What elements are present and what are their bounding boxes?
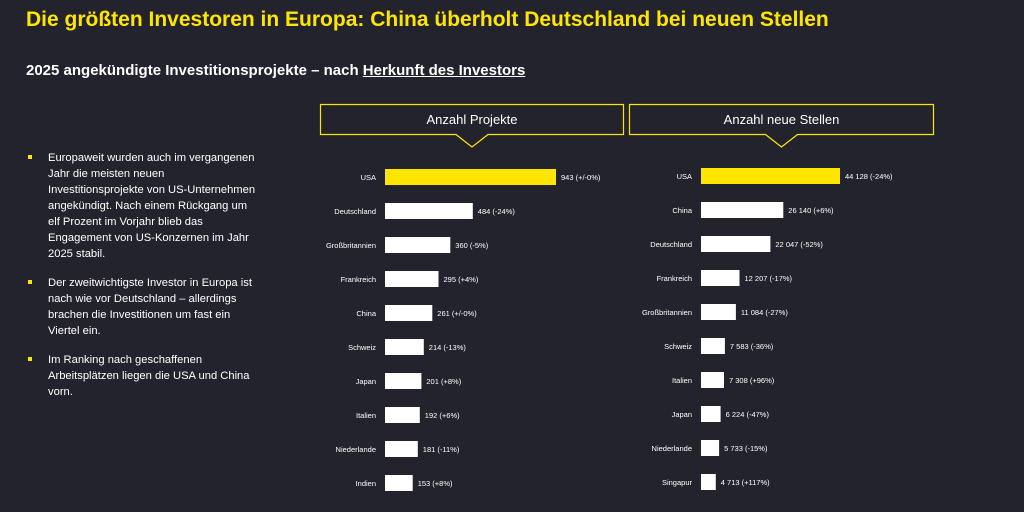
bar (385, 203, 473, 219)
data-label: 181 (-11%) (423, 445, 460, 454)
bar (385, 237, 451, 253)
category-label: Italien (356, 411, 376, 420)
bar (701, 338, 725, 354)
bullet-square-icon (28, 357, 32, 361)
data-label: 22 047 (-52%) (775, 240, 823, 249)
category-label: Frankreich (657, 274, 692, 283)
category-label: Schweiz (348, 343, 376, 352)
bullet-text: Im Ranking nach geschaffenen Arbeitsplät… (48, 354, 250, 398)
page-subtitle: 2025 angekündigte Investitionsprojekte –… (26, 62, 525, 79)
category-label: Niederlande (336, 445, 376, 454)
bullet-item: Im Ranking nach geschaffenen Arbeitsplät… (26, 352, 261, 400)
chart-jobs-header: Anzahl neue Stellen (628, 103, 935, 148)
data-label: 44 128 (-24%) (845, 172, 893, 181)
data-label: 360 (-5%) (455, 241, 488, 250)
bullet-item: Europaweit wurden auch im vergangenen Ja… (26, 150, 261, 262)
data-label: 295 (+4%) (444, 275, 479, 284)
bar (385, 373, 422, 389)
bullet-text: Der zweitwichtigste Investor in Europa i… (48, 277, 252, 337)
chart-projects-header: Anzahl Projekte (319, 103, 625, 148)
data-label: 5 733 (-15%) (724, 444, 768, 453)
callout-box-icon (628, 103, 935, 148)
bar (701, 236, 771, 252)
category-label: Frankreich (341, 275, 376, 284)
category-label: China (356, 309, 376, 318)
data-label: 6 224 (-47%) (726, 410, 770, 419)
category-label: Japan (356, 377, 376, 386)
data-label: 4 713 (+117%) (721, 478, 770, 487)
category-label: Großbritannien (326, 241, 376, 250)
bar (385, 305, 433, 321)
data-label: 11 084 (-27%) (741, 308, 788, 317)
category-label: Deutschland (650, 240, 692, 249)
bar (701, 202, 784, 218)
bar (385, 339, 424, 355)
data-label: 484 (-24%) (478, 207, 516, 216)
bar (701, 474, 716, 490)
data-label: 261 (+/-0%) (437, 309, 477, 318)
category-label: Deutschland (334, 207, 376, 216)
chart-projects-title: Anzahl Projekte (426, 112, 518, 127)
category-label: Großbritannien (642, 308, 692, 317)
bullet-square-icon (28, 280, 32, 284)
category-label: USA (361, 173, 376, 182)
category-label: USA (677, 172, 692, 181)
category-label: Singapur (662, 478, 693, 487)
bullet-text: Europaweit wurden auch im vergangenen Ja… (48, 152, 256, 260)
data-label: 12 207 (-17%) (745, 274, 793, 283)
data-label: 201 (+8%) (426, 377, 461, 386)
bar (385, 407, 420, 423)
category-label: Italien (672, 376, 692, 385)
category-label: Schweiz (664, 342, 692, 351)
bar (701, 406, 721, 422)
bar (385, 169, 556, 185)
page-title: Die größten Investoren in Europa: China … (26, 8, 829, 31)
callout-box-icon (319, 103, 625, 148)
bar (701, 372, 724, 388)
data-label: 943 (+/-0%) (561, 173, 601, 182)
bullet-item: Der zweitwichtigste Investor in Europa i… (26, 275, 261, 339)
subtitle-underlined: Herkunft des Investors (362, 62, 526, 79)
data-label: 192 (+6%) (425, 411, 460, 420)
category-label: China (672, 206, 692, 215)
data-label: 26 140 (+6%) (788, 206, 834, 215)
bar (701, 168, 840, 184)
category-label: Japan (672, 410, 692, 419)
bar (701, 440, 720, 456)
chart-jobs-title: Anzahl neue Stellen (723, 112, 840, 127)
data-label: 7 583 (-36%) (730, 342, 774, 351)
bar (701, 304, 736, 320)
bar (385, 475, 413, 491)
data-label: 214 (-13%) (429, 343, 467, 352)
bullet-square-icon (28, 155, 32, 159)
data-label: 153 (+8%) (418, 479, 453, 488)
data-label: 7 308 (+96%) (729, 376, 775, 385)
bar (385, 271, 439, 287)
category-label: Indien (356, 479, 376, 488)
category-label: Niederlande (652, 444, 692, 453)
bar (385, 441, 418, 457)
bullet-list: Europaweit wurden auch im vergangenen Ja… (26, 150, 261, 413)
subtitle-prefix: 2025 angekündigte Investitionsprojekte –… (26, 62, 363, 79)
bar (701, 270, 740, 286)
